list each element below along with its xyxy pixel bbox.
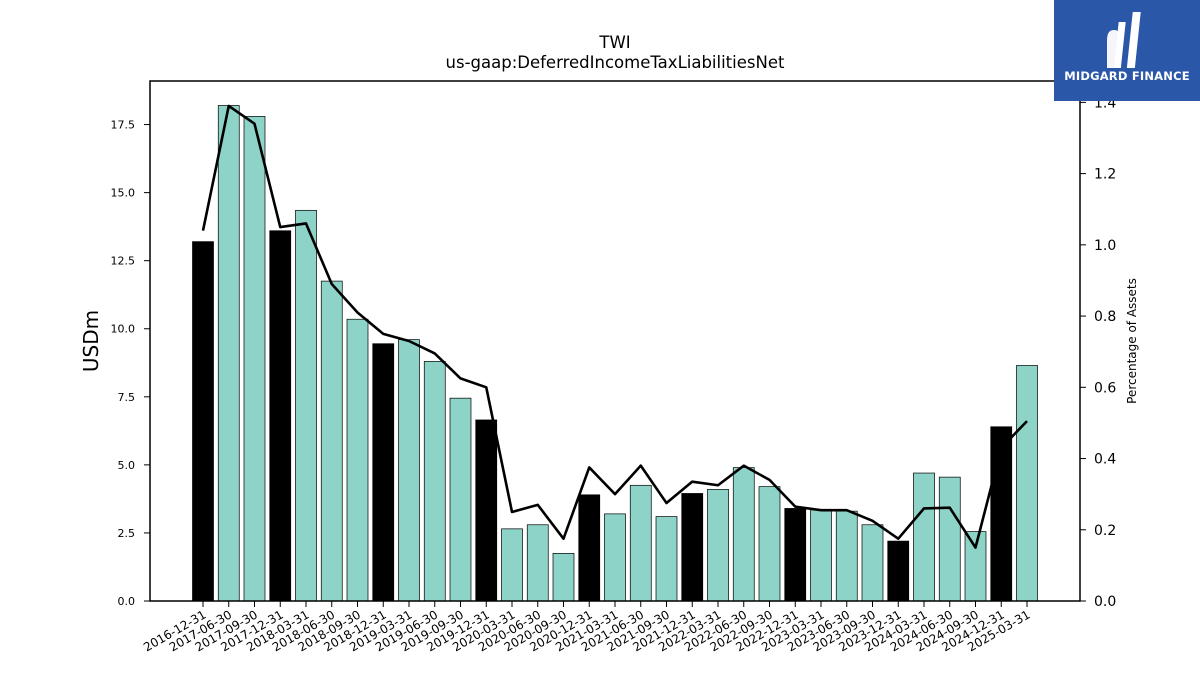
bar <box>243 116 266 602</box>
y-axis-label: USDm <box>79 310 103 372</box>
brand-logo: MIDGARD FINANCE <box>1054 0 1200 101</box>
bar <box>501 528 523 602</box>
bar <box>758 486 781 602</box>
y-tick-label: 15.0 <box>111 187 136 200</box>
bar <box>964 531 987 602</box>
bar <box>784 508 807 602</box>
bar <box>578 494 601 602</box>
right-y-axis: 0.00.20.40.60.81.01.21.4 <box>1080 95 1116 610</box>
bar <box>835 510 858 602</box>
bar <box>475 419 498 602</box>
bar <box>810 509 832 602</box>
chart-title: TWI <box>598 33 630 52</box>
bar <box>732 467 755 602</box>
bar <box>629 484 652 602</box>
bar <box>320 280 343 602</box>
bar <box>1016 365 1038 602</box>
y2-tick-label: 0.0 <box>1094 594 1116 610</box>
bar <box>655 516 678 602</box>
bar <box>604 513 626 602</box>
bar <box>707 489 729 602</box>
y2-tick-label: 0.6 <box>1094 380 1116 396</box>
bar <box>887 540 910 602</box>
bar <box>423 361 446 602</box>
x-axis: 2016-12-312017-06-302017-09-302017-12-31… <box>141 601 1033 654</box>
y-tick-label: 7.5 <box>118 391 136 404</box>
brand-name: MIDGARD FINANCE <box>1064 69 1190 83</box>
y-tick-label: 0.0 <box>118 595 136 608</box>
bar <box>217 105 240 602</box>
bar <box>552 553 575 602</box>
y-tick-label: 12.5 <box>111 255 136 268</box>
bar <box>938 476 961 602</box>
y2-axis-label: Percentage of Assets <box>1125 278 1139 404</box>
y2-tick-label: 0.4 <box>1094 452 1116 468</box>
plot-frame <box>149 80 1081 602</box>
left-y-axis: 0.0 2.5 5.0 7.5 10.0 12.5 15.0 17.5 <box>111 119 150 608</box>
bar <box>372 343 395 602</box>
bar <box>295 209 317 602</box>
y2-tick-label: 1.0 <box>1094 238 1116 254</box>
bar <box>681 493 704 602</box>
percentage-line <box>201 104 1028 549</box>
y-tick-label: 5.0 <box>118 459 136 472</box>
y-tick-label: 2.5 <box>118 527 136 540</box>
bar-series <box>192 105 1038 602</box>
y-tick-label: 17.5 <box>111 119 136 132</box>
bar <box>269 230 292 602</box>
bar <box>398 339 420 602</box>
bar <box>192 241 214 602</box>
y-tick-label: 10.0 <box>111 323 136 336</box>
y2-tick-label: 1.2 <box>1094 167 1116 183</box>
bar <box>913 472 935 602</box>
bar <box>346 318 369 602</box>
chart-subtitle: us-gaap:DeferredIncomeTaxLiabilitiesNet <box>446 53 785 72</box>
bar <box>526 524 549 602</box>
y2-tick-label: 0.2 <box>1094 523 1116 539</box>
line-series <box>201 104 1028 549</box>
midgard-logo-icon <box>1107 12 1141 68</box>
bar <box>861 524 884 602</box>
y2-tick-label: 0.8 <box>1094 309 1116 325</box>
bar <box>449 397 472 602</box>
